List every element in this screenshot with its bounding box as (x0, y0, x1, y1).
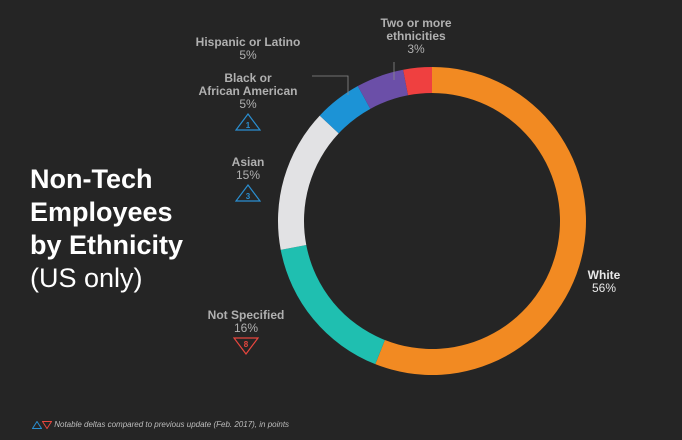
label-black-name-1: Black or (224, 71, 272, 85)
label-hispanic-name: Hispanic or Latino (195, 35, 301, 49)
label-two-pct: 3% (407, 42, 425, 56)
footnote: Notable deltas compared to previous upda… (32, 420, 289, 429)
title-line-1: Non-Tech (30, 164, 153, 194)
delta-up-icon: 1 (235, 113, 261, 131)
footnote-text: Notable deltas compared to previous upda… (54, 420, 290, 429)
slice-hispanic (357, 69, 409, 109)
leader-line-hispanic (312, 75, 349, 95)
label-not-specified-pct: 16% (233, 321, 259, 335)
label-black: Black or African American 5% 1 (188, 72, 308, 131)
chart-title: Non-Tech Employees by Ethnicity (US only… (30, 163, 183, 295)
label-not-specified-name: Not Specified (207, 308, 285, 322)
label-two-or-more: Two or more ethnicities 3% (366, 17, 466, 56)
slice-white (375, 67, 586, 375)
label-asian: Asian 15% 3 (210, 156, 286, 202)
chart-subtitle: (US only) (30, 263, 143, 293)
slice-asian (278, 115, 339, 250)
delta-not-specified-value: 8 (244, 340, 249, 349)
slice-not-specified (280, 244, 385, 365)
delta-down-icon (42, 420, 52, 429)
leader-lines (312, 62, 395, 95)
label-asian-pct: 15% (235, 168, 261, 182)
slice-black (319, 86, 371, 134)
title-line-2: Employees (30, 197, 173, 227)
donut-slices (278, 67, 586, 375)
delta-up-icon (32, 420, 42, 429)
label-not-specified: Not Specified 16% 8 (196, 309, 296, 355)
label-hispanic-pct: 5% (239, 48, 257, 62)
label-white-pct: 56% (591, 281, 617, 295)
slice-two-or-more (403, 67, 432, 96)
delta-asian-value: 3 (246, 192, 251, 201)
label-black-name-2: African American (198, 84, 298, 98)
label-hispanic: Hispanic or Latino 5% (184, 36, 312, 62)
label-white: White 56% (572, 269, 636, 295)
label-two-name-1: Two or more (380, 16, 452, 30)
label-two-name-2: ethnicities (386, 29, 446, 43)
label-asian-name: Asian (231, 155, 265, 169)
delta-down-icon: 8 (233, 337, 259, 355)
title-line-3: by Ethnicity (30, 230, 184, 260)
delta-black-value: 1 (246, 121, 251, 130)
delta-up-icon: 3 (235, 184, 261, 202)
label-black-pct: 5% (239, 97, 257, 111)
label-white-name: White (587, 268, 621, 282)
